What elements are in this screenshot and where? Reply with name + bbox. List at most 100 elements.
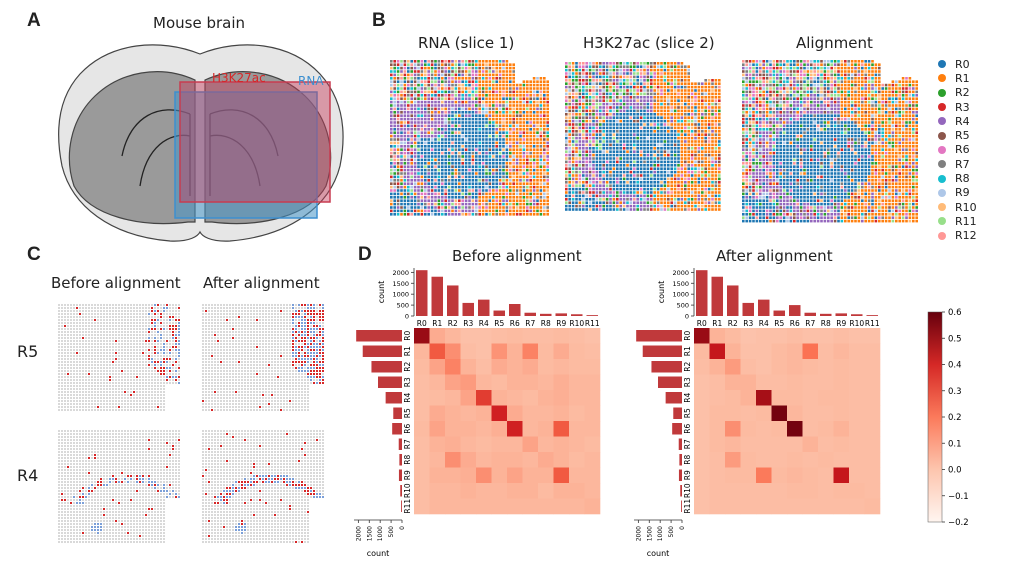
spot xyxy=(471,148,475,151)
spot xyxy=(769,60,772,63)
rna-slice1-title: RNA (slice 1) xyxy=(418,34,515,52)
spot xyxy=(622,85,626,89)
spot xyxy=(626,116,629,119)
spot xyxy=(430,199,434,202)
spot xyxy=(519,196,522,199)
spot xyxy=(546,87,549,90)
spot xyxy=(884,117,888,121)
spot xyxy=(575,109,578,113)
spot xyxy=(629,204,633,208)
spot xyxy=(461,155,464,158)
spot xyxy=(595,143,599,147)
spot xyxy=(420,196,424,199)
spot xyxy=(410,131,413,134)
spot xyxy=(468,151,471,155)
spot xyxy=(424,175,427,179)
spot xyxy=(636,82,639,85)
spot xyxy=(656,82,660,85)
spot xyxy=(680,89,684,92)
spot xyxy=(488,121,492,124)
spot xyxy=(646,204,650,208)
spot xyxy=(742,87,745,90)
spot xyxy=(612,150,616,153)
spot xyxy=(488,128,492,131)
spot xyxy=(420,165,424,168)
spot xyxy=(622,181,626,184)
spot xyxy=(447,60,451,63)
spot xyxy=(745,117,748,121)
spot xyxy=(498,83,502,87)
spot xyxy=(701,177,704,181)
spot xyxy=(495,131,498,134)
spot xyxy=(646,123,650,126)
spot xyxy=(578,102,582,106)
spot xyxy=(403,134,407,138)
spot xyxy=(755,63,759,66)
spot xyxy=(468,148,471,151)
spot xyxy=(830,121,833,124)
spot xyxy=(684,123,687,126)
spot xyxy=(663,92,667,96)
spot xyxy=(498,199,502,202)
spot xyxy=(447,138,451,141)
spot xyxy=(844,66,847,70)
spot xyxy=(512,138,515,141)
spot xyxy=(434,182,437,185)
spot xyxy=(532,192,536,196)
spot xyxy=(769,121,772,124)
spot xyxy=(458,158,461,162)
spot xyxy=(502,202,505,206)
spot xyxy=(707,92,711,96)
spot xyxy=(605,126,609,130)
spot xyxy=(400,60,403,63)
spot xyxy=(565,75,568,79)
spot xyxy=(599,130,602,133)
spot xyxy=(765,60,769,63)
spot xyxy=(837,94,840,97)
spot xyxy=(650,150,653,153)
spot xyxy=(653,140,656,143)
spot xyxy=(575,65,578,68)
spot xyxy=(396,73,400,77)
spot xyxy=(609,82,612,85)
spot xyxy=(571,72,575,75)
spot xyxy=(505,209,509,213)
spot xyxy=(515,94,519,97)
spot xyxy=(505,145,509,148)
spot xyxy=(498,70,502,73)
spot xyxy=(498,128,502,131)
spot xyxy=(701,116,704,119)
spot xyxy=(697,204,701,208)
spot xyxy=(390,121,393,124)
spot xyxy=(660,164,663,167)
spot xyxy=(407,138,410,141)
spot xyxy=(867,77,871,80)
spot xyxy=(650,153,653,157)
spot xyxy=(690,157,694,160)
spot xyxy=(660,62,663,65)
spot xyxy=(656,113,660,116)
spot xyxy=(592,140,595,143)
spot xyxy=(605,75,609,79)
spot xyxy=(595,96,599,99)
spot xyxy=(437,185,441,189)
spot xyxy=(512,63,515,66)
spot xyxy=(840,87,844,90)
spot xyxy=(755,90,759,94)
spot xyxy=(400,80,403,83)
spot xyxy=(755,80,759,83)
spot xyxy=(755,100,759,104)
spot xyxy=(633,85,636,89)
spot xyxy=(677,150,680,153)
spot xyxy=(707,181,711,184)
spot xyxy=(626,201,629,204)
spot xyxy=(588,119,592,123)
spot xyxy=(697,201,701,204)
spot xyxy=(578,184,582,187)
spot xyxy=(854,66,857,70)
spot xyxy=(437,175,441,179)
spot xyxy=(656,116,660,119)
spot xyxy=(502,213,505,216)
spot xyxy=(447,73,451,77)
spot xyxy=(602,119,605,123)
